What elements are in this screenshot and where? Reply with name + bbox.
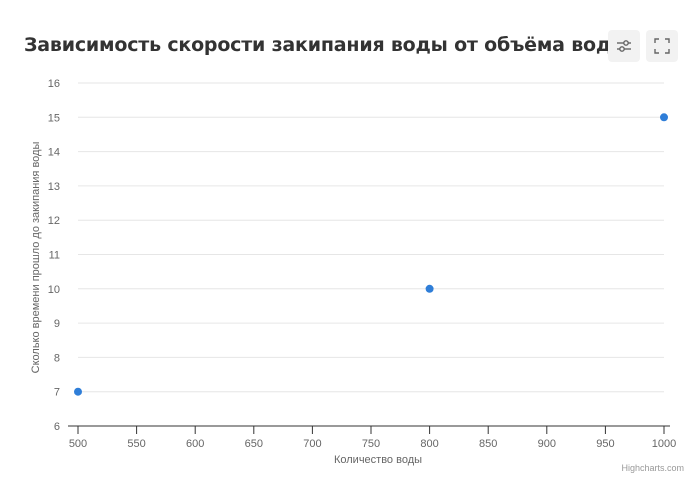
x-tick-label: 1000 [652, 438, 676, 450]
x-tick-label: 850 [479, 438, 497, 450]
y-tick-label: 8 [54, 352, 60, 364]
y-tick-label: 6 [54, 421, 60, 433]
credits-link[interactable]: Highcharts.com [621, 463, 684, 473]
x-tick-label: 950 [596, 438, 614, 450]
y-tick-label: 11 [49, 250, 60, 262]
y-tick-label: 13 [48, 181, 60, 193]
data-point[interactable] [425, 284, 434, 293]
chart-title: Зависимость скорости закипания воды от о… [24, 34, 629, 56]
x-axis: 500 550 600 650 700 750 800 850 900 950 1000 [68, 425, 676, 450]
y-axis: 6 7 8 9 10 11 12 13 14 15 16 [48, 78, 60, 433]
fullscreen-button[interactable] [646, 30, 678, 62]
x-tick-label: 800 [420, 438, 438, 450]
data-points [74, 113, 668, 396]
x-axis-label: Количество воды [334, 454, 422, 466]
x-tick-label: 700 [303, 438, 321, 450]
x-tick-label: 600 [186, 438, 204, 450]
y-tick-label: 12 [48, 215, 60, 227]
x-tick-label: 900 [538, 438, 556, 450]
settings-button[interactable] [608, 30, 640, 62]
y-tick-label: 14 [48, 147, 60, 159]
y-tick-label: 15 [48, 112, 60, 124]
grid-lines [78, 82, 664, 393]
y-tick-label: 7 [54, 387, 60, 399]
y-tick-label: 16 [48, 78, 60, 90]
x-tick-label: 750 [362, 438, 380, 450]
sliders-icon [617, 40, 631, 52]
data-point[interactable] [660, 113, 668, 122]
x-tick-label: 500 [69, 438, 87, 450]
x-tick-label: 650 [245, 438, 263, 450]
y-axis-label: Сколько времени прошло до закипания воды [30, 142, 42, 374]
x-tick-label: 550 [127, 438, 145, 450]
data-point[interactable] [74, 387, 82, 396]
y-tick-label: 9 [54, 318, 60, 330]
y-tick-label: 10 [48, 284, 60, 296]
fullscreen-icon [654, 38, 670, 54]
